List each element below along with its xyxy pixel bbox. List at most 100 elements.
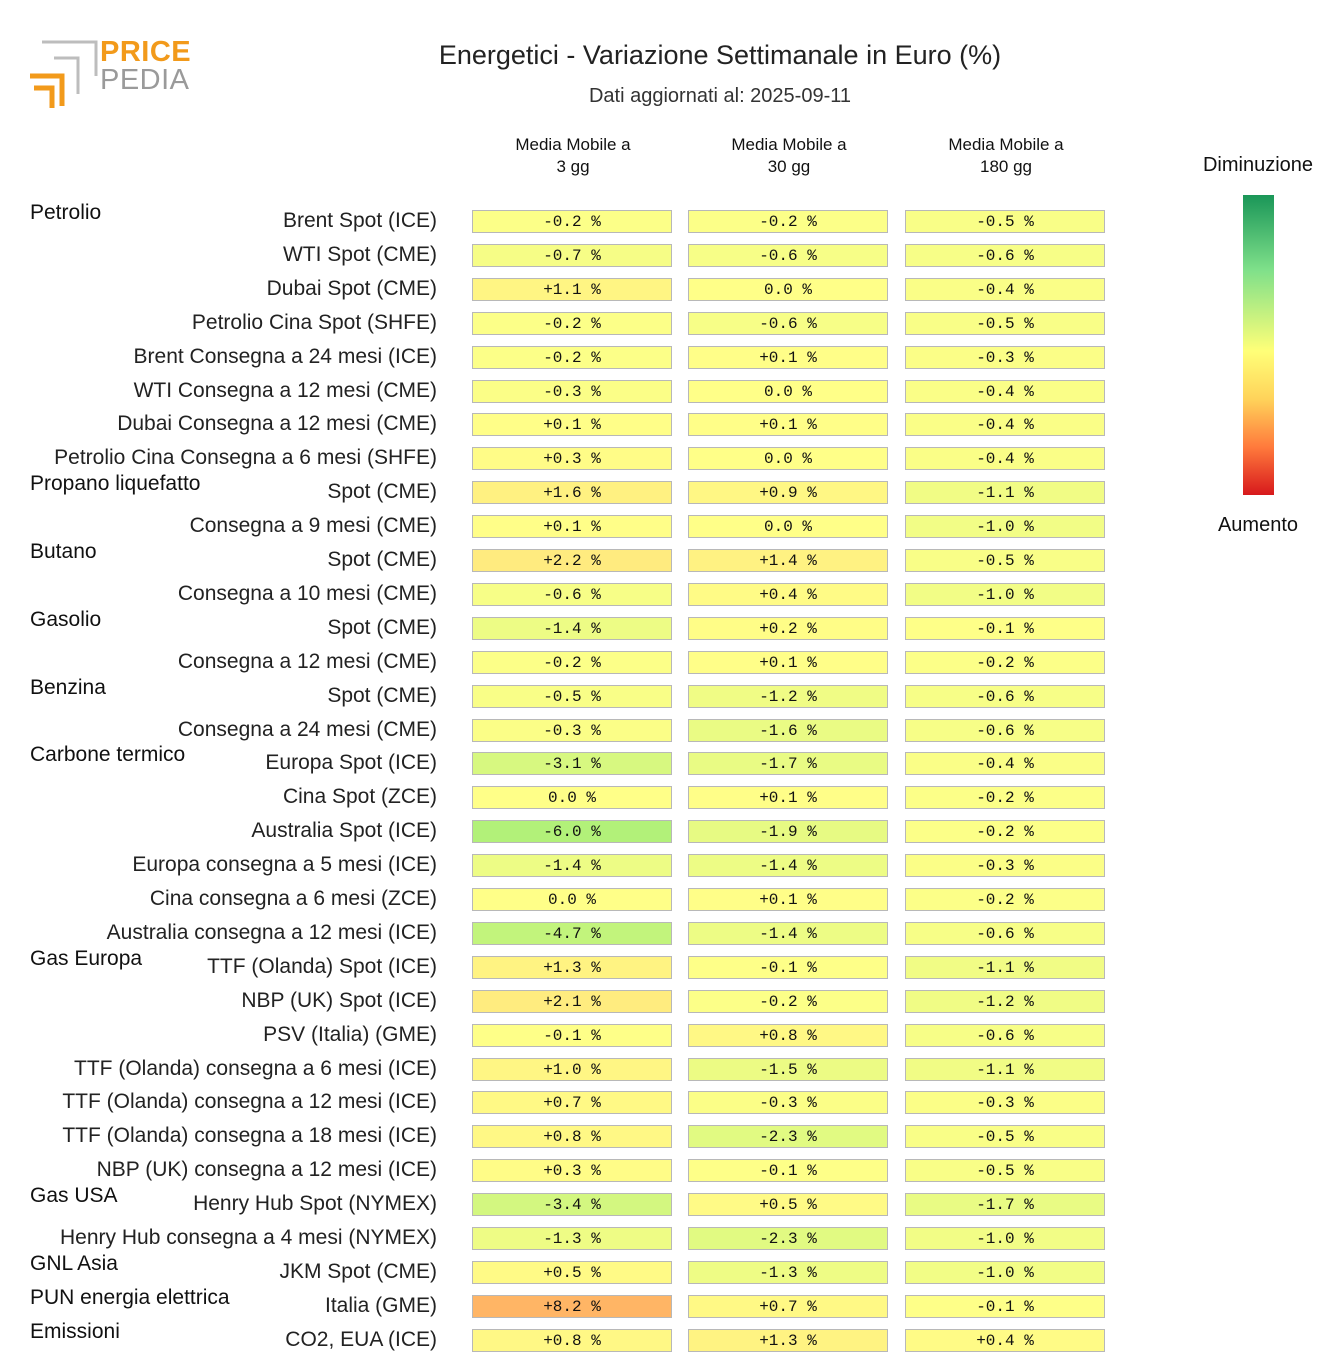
- heatmap-cell: -1.0 %: [905, 1227, 1105, 1250]
- table-row: Consegna a 9 mesi (CME) +0.1 % 0.0 % -1.0 %: [0, 513, 1120, 547]
- heatmap-cell: -1.2 %: [688, 684, 888, 708]
- heatmap-cell: +0.7 %: [472, 1091, 672, 1115]
- legend-color-bar: [1243, 195, 1274, 495]
- heatmap-cell: -4.7 %: [472, 921, 672, 945]
- row-label: Petrolio Cina Consegna a 6 mesi (SHFE): [54, 446, 437, 470]
- heatmap-cell: -0.5 %: [905, 1125, 1105, 1149]
- table-row: Gas USA Henry Hub Spot (NYMEX) -3.4 % +0.5 …: [0, 1184, 1120, 1225]
- logo-word-price: PRICE: [100, 36, 192, 68]
- heatmap-cell: +0.9 %: [688, 481, 888, 505]
- table-row: PUN energia elettrica Italia (GME) +8.2 % +…: [0, 1286, 1120, 1327]
- table-row: Benzina Spot (CME) -0.5 % -1.2 % -0.6 %: [0, 676, 1120, 717]
- table-row: Carbone termico Europa Spot (ICE) -3.1 % -1…: [0, 743, 1120, 784]
- heatmap-cell: -3.1 %: [472, 752, 672, 776]
- heatmap-cell: +0.5 %: [472, 1260, 672, 1284]
- table-row: Henry Hub consegna a 4 mesi (NYMEX) -1.3 …: [0, 1225, 1120, 1259]
- heatmap-cell: +1.3 %: [688, 1328, 888, 1352]
- heatmap-cell: +0.5 %: [688, 1193, 888, 1217]
- table-row: Petrolio Cina Consegna a 6 mesi (SHFE) +0…: [0, 445, 1120, 479]
- table-row: Dubai Consegna a 12 mesi (CME) +0.1 % +0.1…: [0, 411, 1120, 445]
- row-label: TTF (Olanda) consegna a 6 mesi (ICE): [74, 1056, 437, 1080]
- heatmap-cell: +1.4 %: [688, 549, 888, 572]
- heatmap-cell: +8.2 %: [472, 1294, 672, 1318]
- row-label: Cina consegna a 6 mesi (ZCE): [149, 887, 437, 910]
- table-row: Petrolio Brent Spot (ICE) -0.2 % -0.2 % -0.5…: [0, 201, 1120, 242]
- heatmap-cell: -0.6 %: [472, 582, 672, 606]
- heatmap-cell: -1.3 %: [472, 1227, 672, 1250]
- table-row: Cina consegna a 6 mesi (ZCE) 0.0 % +0.1 % -…: [0, 886, 1120, 920]
- heatmap-cell: -0.6 %: [905, 1023, 1105, 1047]
- heatmap-cell: -0.1 %: [905, 1294, 1105, 1318]
- group-label: Gas Europa: [30, 946, 143, 970]
- heatmap-cell: +0.8 %: [472, 1125, 672, 1149]
- heatmap-cell: -0.6 %: [905, 243, 1105, 267]
- heatmap-cell: -0.3 %: [688, 1091, 888, 1115]
- table-row: Australia consegna a 12 mesi (ICE) -4.7 %…: [0, 920, 1120, 954]
- table-row: Dubai Spot (CME) +1.1 % 0.0 % -0.4 %: [0, 276, 1120, 310]
- heatmap-cell: -2.3 %: [688, 1227, 888, 1250]
- row-label: Brent Consegna a 24 mesi (ICE): [133, 344, 437, 368]
- heatmap-cell: -0.5 %: [905, 210, 1105, 233]
- heatmap-cell: -0.3 %: [472, 379, 672, 403]
- heatmap-cell: -0.2 %: [905, 820, 1105, 844]
- heatmap-cell: -0.2 %: [905, 786, 1105, 810]
- heatmap-cell: -0.3 %: [472, 718, 672, 742]
- heatmap-cell: -0.2 %: [905, 888, 1105, 911]
- heatmap-cell: 0.0 %: [688, 447, 888, 471]
- row-label: Spot (CME): [327, 480, 437, 504]
- heatmap-cell: -0.6 %: [688, 243, 888, 267]
- row-label: Cina Spot (ZCE): [282, 785, 437, 809]
- heatmap-cell: -0.4 %: [905, 277, 1105, 301]
- heatmap-cell: -0.6 %: [905, 684, 1105, 708]
- heatmap-cell: -1.0 %: [905, 515, 1105, 539]
- heatmap-cell: +0.1 %: [688, 888, 888, 911]
- table-row: Europa consegna a 5 mesi (ICE) -1.4 % -1.4…: [0, 852, 1120, 886]
- chart-subtitle: Dati aggiornati al: 2025-09-11: [588, 85, 852, 107]
- heatmap-cell: +2.2 %: [472, 549, 672, 572]
- heatmap-cell: 0.0 %: [688, 379, 888, 403]
- row-label: Australia consegna a 12 mesi (ICE): [106, 920, 437, 944]
- column-header: Media Mobile a 180 gg: [948, 135, 1064, 176]
- row-label: Europa Spot (ICE): [265, 751, 437, 775]
- heatmap-cell: +0.4 %: [905, 1328, 1105, 1352]
- heatmap-cell: -0.6 %: [688, 311, 888, 335]
- heatmap-cell: -0.1 %: [472, 1023, 672, 1047]
- row-label: JKM Spot (CME): [279, 1259, 437, 1283]
- row-label: Consegna a 10 mesi (CME): [177, 581, 437, 605]
- heatmap-cell: +0.7 %: [688, 1294, 888, 1318]
- table-row: Emissioni CO2, EUA (ICE) +0.8 % +1.3 % +0.4 …: [0, 1320, 1120, 1361]
- row-label: Consegna a 12 mesi (CME): [177, 649, 437, 673]
- row-label: Henry Hub consegna a 4 mesi (NYMEX): [60, 1226, 437, 1249]
- group-label: Benzina: [30, 675, 106, 699]
- group-label: Gas USA: [30, 1184, 118, 1208]
- row-label: Australia Spot (ICE): [251, 819, 437, 843]
- heatmap-cell: -0.4 %: [905, 379, 1105, 403]
- row-label: Spot (CME): [327, 683, 437, 707]
- table-row: NBP (UK) Spot (ICE) +2.1 % -0.2 % -1.2 %: [0, 988, 1120, 1022]
- row-label: TTF (Olanda) Spot (ICE): [207, 954, 437, 978]
- table-row: TTF (Olanda) consegna a 18 mesi (ICE) +0.…: [0, 1123, 1120, 1157]
- heatmap-cell: +0.4 %: [688, 582, 888, 606]
- pricepedia-logo: PRICE PEDIA: [28, 36, 192, 112]
- heatmap-cell: -0.2 %: [688, 989, 888, 1013]
- heatmap-cell: -1.2 %: [905, 989, 1105, 1013]
- heatmap-cell: -0.3 %: [905, 1091, 1105, 1115]
- heatmap-cell: -0.1 %: [905, 616, 1105, 640]
- heatmap-cell: -0.6 %: [905, 921, 1105, 945]
- row-label: NBP (UK) consegna a 12 mesi (ICE): [96, 1158, 437, 1182]
- row-label: Dubai Consegna a 12 mesi (CME): [117, 412, 437, 436]
- row-label: TTF (Olanda) consegna a 12 mesi (ICE): [62, 1090, 437, 1114]
- group-label: Gasolio: [30, 607, 102, 631]
- row-label: Petrolio Cina Spot (SHFE): [191, 310, 437, 334]
- heatmap-cell: -0.3 %: [905, 345, 1105, 369]
- table-row: Australia Spot (ICE) -6.0 % -1.9 % -0.2 %: [0, 818, 1120, 852]
- heatmap-cell: -0.6 %: [905, 718, 1105, 742]
- logo-mark-icon: [30, 40, 98, 108]
- row-label: Consegna a 24 mesi (CME): [177, 717, 437, 741]
- chart-title: Energetici - Variazione Settimanale in E…: [438, 40, 1002, 70]
- legend-bottom-label: Aumento: [1217, 514, 1299, 536]
- heatmap-cell: +0.2 %: [688, 616, 888, 640]
- row-label: Europa consegna a 5 mesi (ICE): [132, 853, 437, 877]
- row-label: Spot (CME): [327, 548, 437, 571]
- group-label: GNL Asia: [30, 1251, 118, 1275]
